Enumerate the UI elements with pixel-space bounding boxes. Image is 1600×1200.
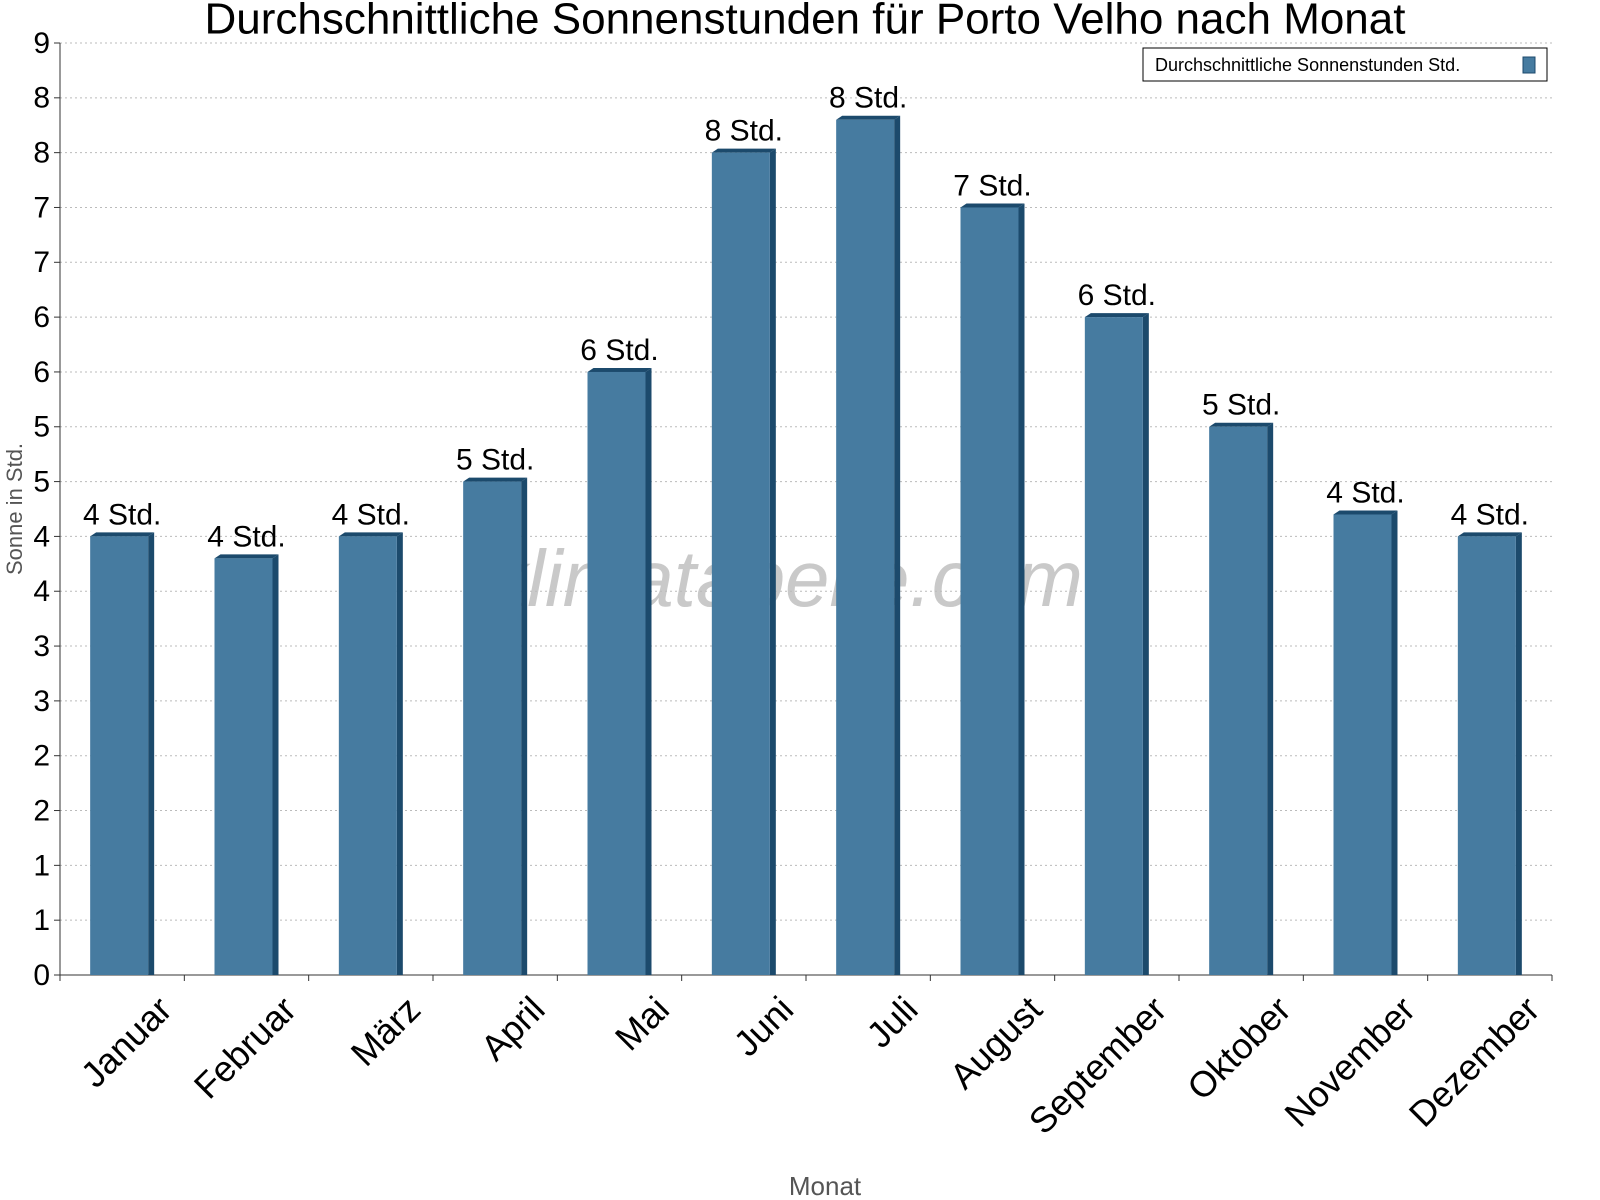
value-label: 4 Std.: [207, 520, 285, 553]
value-label: 5 Std.: [456, 444, 534, 477]
bar: [711, 152, 770, 975]
bar-group: [214, 554, 279, 975]
bar-side: [645, 367, 652, 975]
bar-group: [1084, 313, 1149, 975]
bar-side: [769, 148, 776, 975]
value-label: 4 Std.: [83, 498, 161, 531]
bar-group: [338, 532, 403, 975]
bar: [587, 371, 646, 975]
value-label: 5 Std.: [1202, 389, 1280, 422]
bar-top: [836, 115, 901, 120]
x-tick-label: März: [343, 988, 429, 1074]
x-tick-label: Januar: [73, 988, 180, 1095]
bar-top: [960, 203, 1025, 208]
y-tick-label: 0: [33, 959, 50, 992]
bar-group: [836, 115, 901, 976]
bar-top: [338, 532, 403, 537]
bar-side: [1267, 422, 1274, 975]
legend-box: [1142, 47, 1548, 82]
x-tick-label: Juli: [858, 988, 925, 1055]
bar-side: [396, 532, 403, 975]
x-tick-label: Februar: [186, 988, 304, 1106]
bar-group: [1457, 532, 1522, 975]
value-label: 4 Std.: [1451, 498, 1529, 531]
x-tick-label: Mai: [607, 988, 677, 1058]
bar: [1084, 317, 1143, 975]
bar-top: [214, 554, 279, 559]
y-tick-label: 3: [33, 630, 50, 663]
bar-group: [90, 532, 155, 975]
y-tick-label: 2: [33, 794, 50, 827]
x-tick-label: Oktober: [1179, 988, 1299, 1108]
legend: Durchschnittliche Sonnenstunden Std.: [1142, 47, 1548, 82]
bar-top: [587, 367, 652, 372]
bar-side: [894, 115, 901, 976]
y-tick-label: 6: [33, 356, 50, 389]
y-tick-label: 8: [33, 137, 50, 170]
y-tick-label: 5: [33, 466, 50, 499]
x-tick-label: November: [1276, 988, 1422, 1134]
x-tick-label: April: [473, 988, 553, 1068]
y-tick-label: 7: [33, 246, 50, 279]
value-label: 6 Std.: [1078, 279, 1156, 312]
y-tick-label: 6: [33, 301, 50, 334]
y-tick-label: 3: [33, 685, 50, 718]
bar: [1209, 426, 1268, 975]
x-tick-label: Dezember: [1401, 988, 1547, 1134]
value-label: 4 Std.: [1326, 476, 1404, 509]
bar-group: [463, 477, 528, 975]
bar-group: [587, 367, 652, 975]
bar: [1457, 536, 1516, 975]
bar-side: [521, 477, 528, 975]
x-tick-label: August: [942, 988, 1050, 1096]
bar-side: [1391, 510, 1398, 975]
bar: [463, 481, 522, 975]
bar-side: [1018, 203, 1025, 975]
bar-top: [1084, 313, 1149, 318]
y-tick-label: 2: [33, 740, 50, 773]
y-tick-label: 7: [33, 191, 50, 224]
legend-label: Durchschnittliche Sonnenstunden Std.: [1155, 55, 1460, 75]
bar-group: [711, 148, 776, 975]
bar: [836, 119, 895, 976]
y-tick-label: 1: [33, 904, 50, 937]
value-label: 7 Std.: [953, 169, 1031, 202]
value-label: 8 Std.: [705, 115, 783, 148]
y-tick-label: 9: [33, 27, 50, 60]
bar: [214, 558, 273, 975]
bar-group: [1333, 510, 1398, 975]
bar-side: [1142, 313, 1149, 975]
bar-group: [1209, 422, 1274, 975]
chart-title: Durchschnittliche Sonnenstunden für Port…: [205, 0, 1406, 44]
bar-side: [1515, 532, 1522, 975]
x-axis-label: Monat: [789, 1171, 862, 1200]
bar: [960, 207, 1019, 975]
bar-top: [1333, 510, 1398, 515]
bar-top: [1209, 422, 1274, 427]
value-label: 6 Std.: [580, 334, 658, 367]
value-label: 8 Std.: [829, 82, 907, 115]
y-tick-label: 8: [33, 82, 50, 115]
legend-swatch: [1522, 56, 1536, 74]
bar: [90, 536, 149, 975]
bar-top: [1457, 532, 1522, 537]
bar: [1333, 514, 1392, 975]
bar-top: [711, 148, 776, 153]
bar: [338, 536, 397, 975]
bar-top: [463, 477, 528, 482]
y-tick-label: 5: [33, 411, 50, 444]
y-axis-label: Sonne in Std.: [2, 443, 27, 575]
bar-top: [90, 532, 155, 537]
x-tick-label: Juni: [726, 988, 802, 1064]
y-tick-label: 4: [33, 575, 50, 608]
bar-side: [148, 532, 155, 975]
bar-group: [960, 203, 1025, 975]
y-tick-label: 4: [33, 520, 50, 553]
bar-side: [272, 554, 279, 975]
y-tick-label: 1: [33, 849, 50, 882]
value-label: 4 Std.: [332, 498, 410, 531]
